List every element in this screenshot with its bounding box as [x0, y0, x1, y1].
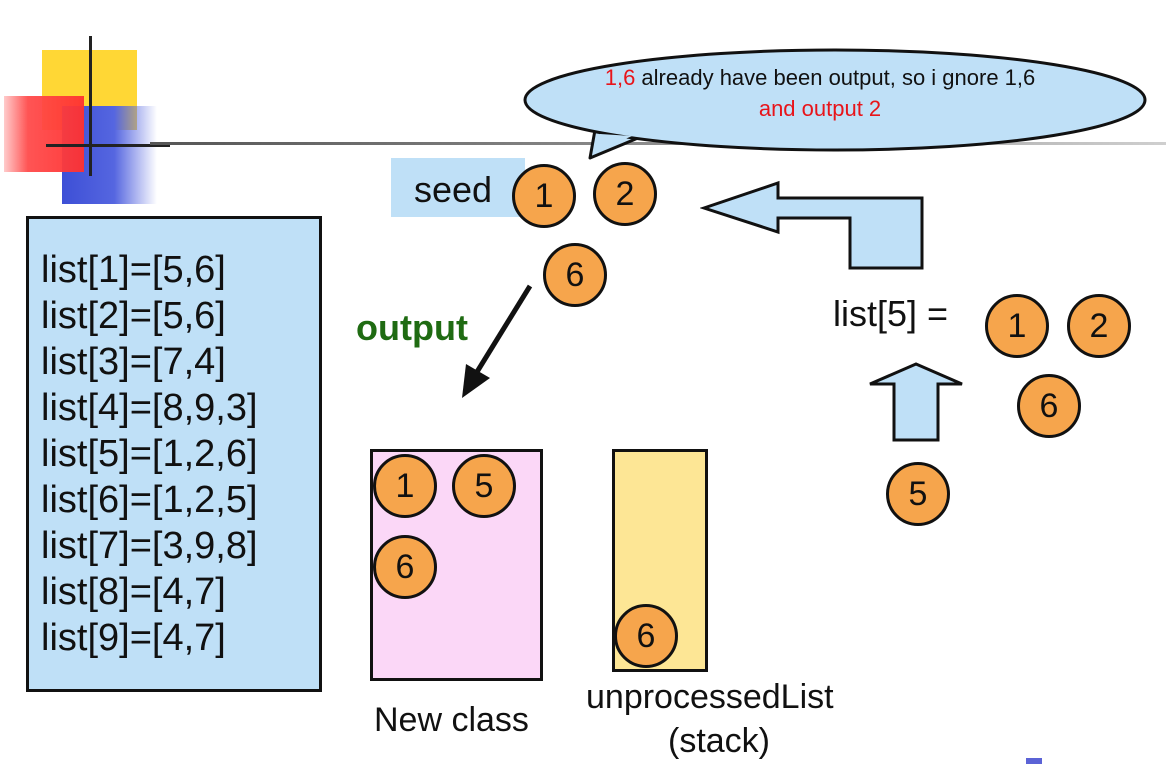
adjacency-list-panel: list[1]=[5,6] list[2]=[5,6] list[3]=[7,4…	[26, 216, 322, 692]
seed-node: 2	[593, 162, 657, 226]
bubble-red-nodes: 1,6	[604, 65, 636, 90]
speech-bubble	[523, 48, 1147, 160]
new-class-node: 6	[373, 535, 437, 599]
bubble-red-output: and output 2	[758, 96, 882, 121]
adjacency-list-line: list[6]=[1,2,5]	[41, 479, 258, 521]
new-class-node: 1	[373, 454, 437, 518]
adjacency-list-line: list[3]=[7,4]	[41, 341, 226, 383]
list5-node: 2	[1067, 294, 1131, 358]
return-arrow	[700, 180, 924, 270]
list5-node: 1	[985, 294, 1049, 358]
output-label: output	[356, 307, 468, 348]
seed-tab	[391, 158, 525, 217]
adjacency-list-line: list[1]=[5,6]	[41, 249, 226, 291]
unprocessed-label: unprocessedList	[586, 678, 834, 716]
unprocessed-label-stack: (stack)	[668, 722, 770, 760]
stack-node: 6	[614, 604, 678, 668]
output-arrow	[462, 284, 533, 398]
up-arrow	[869, 362, 963, 442]
adjacency-list-line: list[9]=[4,7]	[41, 617, 226, 659]
seed-node: 1	[512, 164, 576, 228]
header-rule	[150, 142, 1166, 145]
new-class-node: 5	[452, 454, 516, 518]
bubble-explanation: already have been output, so i gnore 1,6	[635, 65, 1036, 90]
list5-label: list[5] =	[833, 293, 949, 334]
current-node: 5	[886, 462, 950, 526]
adjacency-list-line: list[7]=[3,9,8]	[41, 525, 258, 567]
corner-mark	[1026, 758, 1042, 764]
adjacency-list-line: list[4]=[8,9,3]	[41, 387, 258, 429]
seed-label: seed	[414, 169, 493, 210]
adjacency-list-line: list[8]=[4,7]	[41, 571, 226, 613]
adjacency-list-line: list[5]=[1,2,6]	[41, 433, 258, 475]
bubble-text: 1,6 already have been output, so i gnore…	[600, 62, 1040, 124]
corner-decoration	[0, 36, 170, 204]
adjacency-list-line: list[2]=[5,6]	[41, 295, 226, 337]
list5-node: 6	[1017, 374, 1081, 438]
new-class-label: New class	[374, 701, 529, 739]
seed-node: 6	[543, 243, 607, 307]
